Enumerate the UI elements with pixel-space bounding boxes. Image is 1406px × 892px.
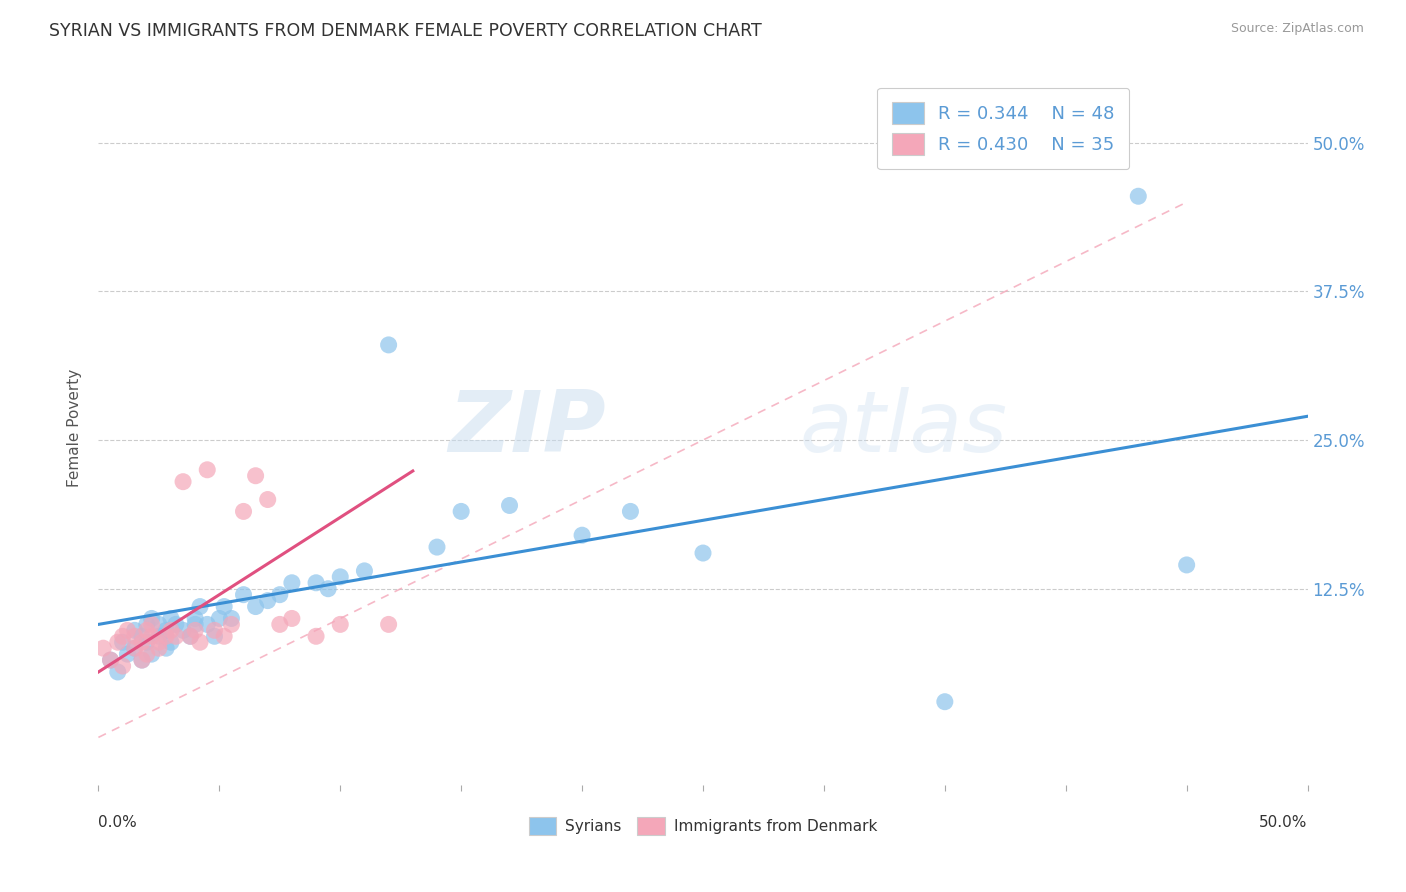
Point [305,629,328,643]
Point [160,624,183,638]
Point [305,575,328,590]
Point [117,647,139,661]
Point [316,582,339,596]
Point [232,588,254,602]
Point [172,475,194,489]
Point [135,624,157,638]
Point [135,647,157,661]
Point [131,653,153,667]
Y-axis label: Female Poverty: Female Poverty [67,369,83,487]
Point [204,624,226,638]
Point [245,468,267,483]
Point [148,635,170,649]
Point [692,546,714,560]
Point [329,570,352,584]
Point [269,588,291,602]
Point [498,499,520,513]
Point [377,338,399,352]
Point [160,611,183,625]
Point [135,617,157,632]
Point [221,611,243,625]
Point [148,629,170,643]
Point [619,504,641,518]
Point [131,653,153,667]
Text: SYRIAN VS IMMIGRANTS FROM DENMARK FEMALE POVERTY CORRELATION CHART: SYRIAN VS IMMIGRANTS FROM DENMARK FEMALE… [49,22,762,40]
Point [131,629,153,643]
Point [124,641,146,656]
Point [131,635,153,649]
Text: 0.0%: 0.0% [98,814,138,830]
Point [1128,189,1150,203]
Point [281,611,304,625]
Point [184,624,207,638]
Point [208,611,231,625]
Point [212,599,235,614]
Point [91,641,114,656]
Text: ZIP: ZIP [449,386,606,470]
Point [111,629,134,643]
Point [179,629,201,643]
Point [195,617,218,632]
Point [148,617,170,632]
Point [179,629,201,643]
Point [281,575,304,590]
Point [377,617,399,632]
Point [117,624,139,638]
Point [256,593,278,607]
Point [204,629,226,643]
Point [329,617,352,632]
Point [107,635,129,649]
Point [148,641,170,656]
Point [184,611,207,625]
Point [111,635,134,649]
Point [155,641,177,656]
Point [155,629,177,643]
Point [188,635,211,649]
Point [124,641,146,656]
Point [934,695,956,709]
Point [141,647,163,661]
Text: atlas: atlas [800,386,1008,470]
Point [141,629,163,643]
Point [165,617,187,632]
Text: Source: ZipAtlas.com: Source: ZipAtlas.com [1230,22,1364,36]
Point [172,624,194,638]
Point [100,653,122,667]
Point [124,624,146,638]
Legend: Syrians, Immigrants from Denmark: Syrians, Immigrants from Denmark [523,811,883,841]
Point [165,629,187,643]
Point [141,617,163,632]
Point [184,617,207,632]
Point [1175,558,1198,572]
Point [221,617,243,632]
Point [353,564,375,578]
Point [100,653,122,667]
Point [160,635,183,649]
Point [571,528,593,542]
Point [107,665,129,679]
Point [188,599,211,614]
Point [155,624,177,638]
Point [245,599,267,614]
Point [195,463,218,477]
Point [111,659,134,673]
Point [269,617,291,632]
Text: 50.0%: 50.0% [1260,814,1308,830]
Point [256,492,278,507]
Point [450,504,472,518]
Point [135,635,157,649]
Point [426,540,449,554]
Point [124,629,146,643]
Point [141,611,163,625]
Point [232,504,254,518]
Point [212,629,235,643]
